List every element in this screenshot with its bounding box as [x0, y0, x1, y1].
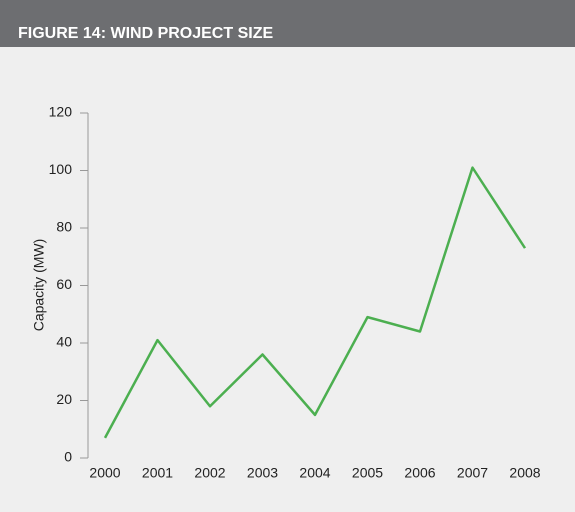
- x-tick-label: 2008: [509, 465, 540, 481]
- x-tick-label: 2006: [404, 465, 435, 481]
- y-tick-label: 100: [49, 161, 73, 177]
- line: [103, 166, 527, 439]
- x-tick-label: 2003: [247, 465, 278, 481]
- y-tick-label: 0: [64, 449, 72, 465]
- x-tick-label: 2000: [89, 465, 120, 481]
- y-tick-label: 60: [56, 276, 72, 292]
- y-tick-label: 40: [56, 334, 72, 350]
- y-axis-label: Capacity (MW): [31, 239, 47, 332]
- y-tick-label: 120: [49, 104, 73, 120]
- y-tick-label: 20: [56, 391, 72, 407]
- chart-title: FIGURE 14: WIND PROJECT SIZE: [18, 25, 273, 42]
- x-tick-label: 2002: [194, 465, 225, 481]
- x-tick-label: 2007: [457, 465, 488, 481]
- y-tick-label: 80: [56, 219, 72, 235]
- header: [0, 0, 575, 47]
- x-tick-label: 2005: [352, 465, 383, 481]
- x-tick-label: 2004: [299, 465, 330, 481]
- x-tick-label: 2001: [142, 465, 173, 481]
